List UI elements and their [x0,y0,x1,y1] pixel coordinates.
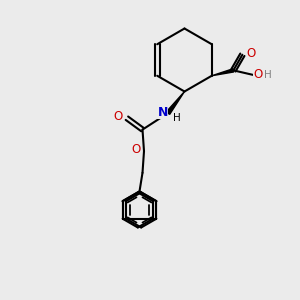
Text: O: O [246,47,255,60]
Text: O: O [114,110,123,123]
Text: O: O [254,68,262,81]
Polygon shape [212,69,234,76]
Text: O: O [131,143,140,156]
Text: H: H [264,70,272,80]
Text: H: H [172,113,180,124]
Text: N: N [158,106,168,119]
Polygon shape [166,92,184,114]
